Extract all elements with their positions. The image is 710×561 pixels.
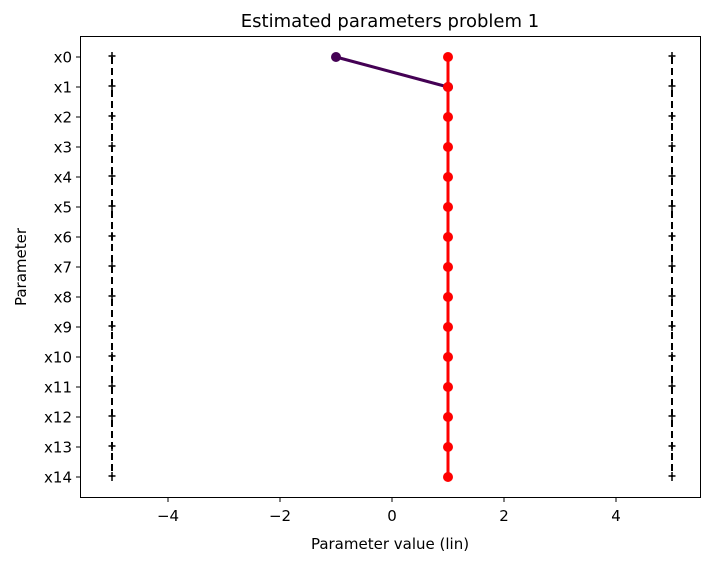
plus-marker-icon <box>668 202 676 211</box>
y-tick-label: x11 <box>44 379 72 397</box>
y-tick-label: x10 <box>44 349 72 367</box>
plus-marker-icon <box>668 292 676 301</box>
y-tick-label: x3 <box>54 139 72 157</box>
estimate-point <box>443 142 453 152</box>
plus-marker-icon <box>108 52 116 61</box>
estimate-point <box>443 322 453 332</box>
x-tick-label: 0 <box>387 507 397 525</box>
estimate-point <box>443 232 453 242</box>
estimate-point <box>443 382 453 392</box>
estimate-point <box>443 82 453 92</box>
x-axis-ticks: −4 −2 0 2 4 <box>157 497 621 525</box>
plus-marker-icon <box>108 172 116 181</box>
x-tick-label: −2 <box>269 507 291 525</box>
y-tick-label: x5 <box>54 199 72 217</box>
y-tick-label: x4 <box>54 169 72 187</box>
bounds-lines <box>108 52 676 481</box>
estimate-point <box>331 52 341 62</box>
y-axis-ticks: x0 x1 x2 x3 x4 x5 x6 x7 x8 x9 x10 x11 x12 x13 x14 <box>44 49 81 487</box>
plus-marker-icon <box>668 82 676 91</box>
series-lines <box>331 52 453 482</box>
plus-marker-icon <box>108 442 116 451</box>
plus-marker-icon <box>668 232 676 241</box>
plus-marker-icon <box>108 382 116 391</box>
estimate-point <box>443 202 453 212</box>
plus-marker-icon <box>108 112 116 121</box>
plus-marker-icon <box>668 322 676 331</box>
plus-marker-icon <box>108 472 116 481</box>
plus-marker-icon <box>668 352 676 361</box>
plus-marker-icon <box>668 172 676 181</box>
plus-marker-icon <box>108 322 116 331</box>
plus-marker-icon <box>108 352 116 361</box>
estimate-point <box>443 262 453 272</box>
estimate-point <box>443 292 453 302</box>
plus-marker-icon <box>668 112 676 121</box>
plus-marker-icon <box>668 262 676 271</box>
x-axis-label: Parameter value (lin) <box>311 535 469 553</box>
plus-marker-icon <box>108 232 116 241</box>
plus-marker-icon <box>108 82 116 91</box>
y-tick-label: x2 <box>54 109 72 127</box>
plus-marker-icon <box>108 412 116 421</box>
y-axis-label: Parameter <box>12 227 30 306</box>
y-tick-label: x6 <box>54 229 72 247</box>
plus-marker-icon <box>108 202 116 211</box>
plus-marker-icon <box>668 52 676 61</box>
plus-marker-icon <box>668 442 676 451</box>
x-tick-label: 4 <box>611 507 621 525</box>
y-tick-label: x13 <box>44 439 72 457</box>
y-tick-label: x8 <box>54 289 72 307</box>
estimate-point <box>443 352 453 362</box>
estimate-line <box>335 55 449 89</box>
chart-title: Estimated parameters problem 1 <box>241 11 539 32</box>
y-tick-label: x12 <box>44 409 72 427</box>
plus-marker-icon <box>108 142 116 151</box>
estimate-point <box>443 172 453 182</box>
plus-marker-icon <box>668 382 676 391</box>
y-tick-label: x7 <box>54 259 72 277</box>
y-tick-label: x14 <box>44 469 72 487</box>
plot-frame <box>80 36 701 498</box>
estimate-point <box>443 442 453 452</box>
plus-marker-icon <box>668 142 676 151</box>
plus-marker-icon <box>108 262 116 271</box>
y-tick-label: x1 <box>54 79 72 97</box>
x-tick-label: −4 <box>157 507 179 525</box>
y-tick-label: x0 <box>54 49 72 67</box>
estimate-point <box>443 472 453 482</box>
estimate-point <box>443 112 453 122</box>
plus-marker-icon <box>668 472 676 481</box>
plus-marker-icon <box>108 292 116 301</box>
plus-marker-icon <box>668 412 676 421</box>
x-tick-label: 2 <box>499 507 509 525</box>
estimate-point <box>443 52 453 62</box>
estimate-point <box>443 412 453 422</box>
y-tick-label: x9 <box>54 319 72 337</box>
